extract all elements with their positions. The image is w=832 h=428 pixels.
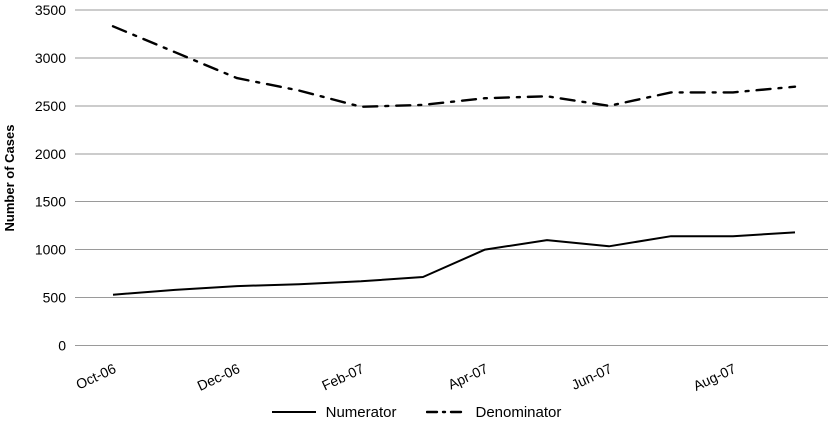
legend-item-denominator: Denominator [426,404,561,421]
cases-line-chart: 0 500 1000 1500 2000 2500 3000 3500 Number of Ca… [2,2,828,394]
y-axis-title: Number of Cases [2,125,17,232]
y-tick-label-0: 0 [58,338,66,354]
series-line-denominator [111,25,797,109]
y-tick-label-2500: 2500 [35,98,66,114]
y-tick-label-1500: 1500 [35,194,66,210]
x-tick-label-jun-07: Jun-07 [569,360,615,393]
series-line-numerator [112,231,796,296]
x-tick-label-dec-06: Dec-06 [195,360,243,394]
y-tick-label-1000: 1000 [35,242,66,258]
y-tick-label-2000: 2000 [35,146,66,162]
chart-legend: Numerator Denominator [0,396,832,428]
legend-label-denominator: Denominator [475,403,562,421]
y-tick-label-500: 500 [43,290,67,306]
solid-line-sample-icon [271,411,316,413]
y-tick-label-3500: 3500 [35,2,66,18]
legend-item-numerator: Numerator [271,403,397,421]
x-tick-label-apr-07: Apr-07 [445,360,490,392]
x-tick-label-oct-06: Oct-06 [73,360,118,392]
y-tick-label-3000: 3000 [35,50,66,66]
x-tick-label-aug-07: Aug-07 [691,360,739,394]
x-tick-label-feb-07: Feb-07 [319,360,366,393]
dash-dot-line-sample-icon [426,410,467,414]
legend-label-numerator: Numerator [325,403,397,421]
